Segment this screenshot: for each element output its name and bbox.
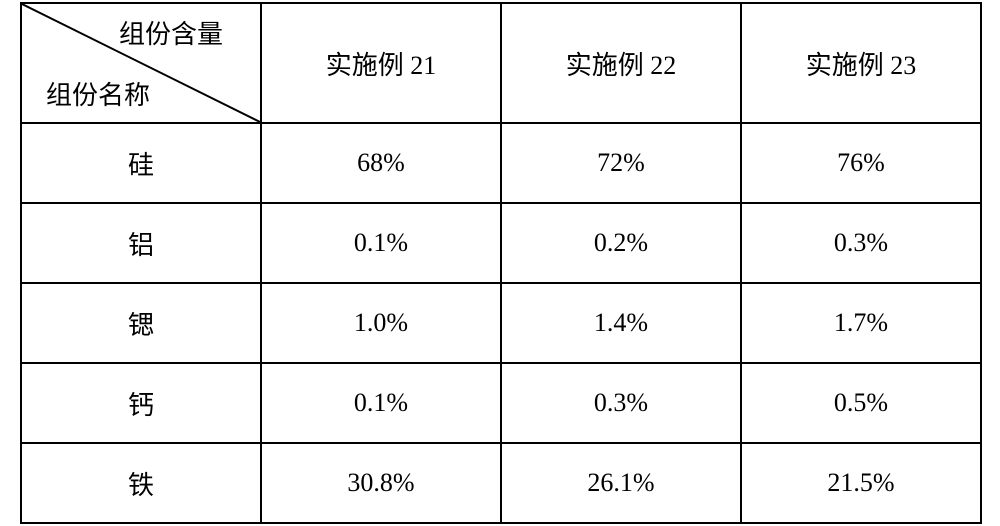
cell-value: 1.7%	[741, 283, 981, 363]
header-top-label: 组份含量	[92, 14, 250, 51]
cell-value: 21.5%	[741, 443, 981, 523]
table-row: 铁 30.8% 26.1% 21.5%	[21, 443, 981, 523]
composition-table: 组份含量 组份名称 实施例 21 实施例 22 实施例 23 硅 68% 72%…	[20, 2, 982, 524]
cell-value: 0.3%	[501, 363, 741, 443]
header-bottom-label: 组份名称	[26, 75, 170, 112]
cell-value: 0.1%	[261, 203, 501, 283]
cell-value: 0.3%	[741, 203, 981, 283]
row-label: 铝	[21, 203, 261, 283]
cell-value: 0.5%	[741, 363, 981, 443]
column-header-2: 实施例 22	[501, 3, 741, 123]
cell-value: 1.0%	[261, 283, 501, 363]
row-label: 铁	[21, 443, 261, 523]
row-label: 锶	[21, 283, 261, 363]
column-header-1: 实施例 21	[261, 3, 501, 123]
cell-value: 68%	[261, 123, 501, 203]
column-header-3: 实施例 23	[741, 3, 981, 123]
cell-value: 30.8%	[261, 443, 501, 523]
table-container: 组份含量 组份名称 实施例 21 实施例 22 实施例 23 硅 68% 72%…	[20, 2, 980, 524]
cell-value: 0.2%	[501, 203, 741, 283]
table-row: 锶 1.0% 1.4% 1.7%	[21, 283, 981, 363]
diagonal-header: 组份含量 组份名称	[22, 4, 260, 122]
table-row: 钙 0.1% 0.3% 0.5%	[21, 363, 981, 443]
table-row: 硅 68% 72% 76%	[21, 123, 981, 203]
cell-value: 1.4%	[501, 283, 741, 363]
row-label: 硅	[21, 123, 261, 203]
row-label: 钙	[21, 363, 261, 443]
cell-value: 72%	[501, 123, 741, 203]
header-corner-cell: 组份含量 组份名称	[21, 3, 261, 123]
cell-value: 76%	[741, 123, 981, 203]
table-row: 铝 0.1% 0.2% 0.3%	[21, 203, 981, 283]
cell-value: 26.1%	[501, 443, 741, 523]
cell-value: 0.1%	[261, 363, 501, 443]
table-header-row: 组份含量 组份名称 实施例 21 实施例 22 实施例 23	[21, 3, 981, 123]
